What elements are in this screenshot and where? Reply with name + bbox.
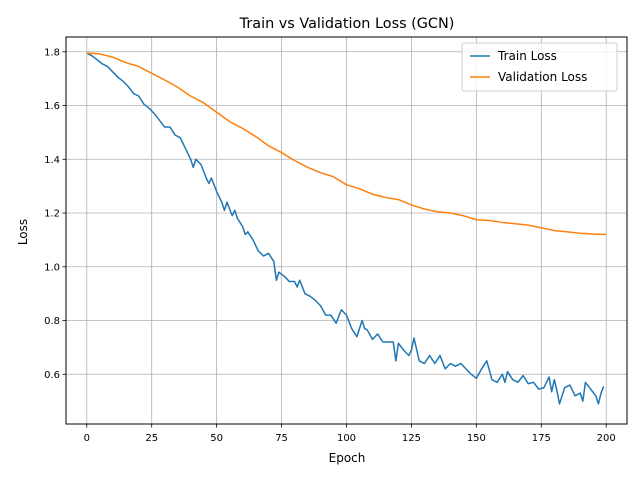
x-tick-label: 50 — [210, 433, 223, 444]
legend-label: Validation Loss — [498, 70, 587, 84]
grid — [66, 37, 627, 424]
x-tick-label: 200 — [597, 433, 616, 444]
y-tick-label: 1.8 — [44, 47, 60, 58]
x-tick-label: 100 — [337, 433, 356, 444]
x-tick-label: 0 — [84, 433, 90, 444]
y-tick-label: 1.4 — [44, 155, 60, 166]
y-tick-label: 1.2 — [44, 209, 60, 220]
series-lines — [86, 52, 607, 405]
chart-title: Train vs Validation Loss (GCN) — [239, 16, 455, 32]
y-axis-label: Loss — [16, 219, 30, 245]
x-tick-label: 150 — [467, 433, 486, 444]
x-tick-label: 125 — [402, 433, 421, 444]
y-tick-label: 0.8 — [44, 316, 60, 327]
y-tick-label: 0.6 — [44, 370, 60, 381]
legend-box — [461, 42, 618, 92]
x-tick-label: 75 — [275, 433, 288, 444]
series-line-0 — [86, 52, 605, 405]
x-axis-label: Epoch — [329, 451, 366, 465]
series-line-1 — [86, 52, 607, 236]
legend-label: Train Loss — [497, 49, 557, 63]
y-tick-label: 1.6 — [44, 101, 60, 112]
x-axis-ticks: 0 25 50 75 100 125 150 175 200 — [84, 424, 616, 444]
x-tick-label: 175 — [532, 433, 551, 444]
y-tick-label: 1.0 — [44, 262, 60, 273]
x-tick-label: 25 — [145, 433, 158, 444]
y-axis-ticks: 0.6 0.8 1.0 1.2 1.4 1.6 1.8 — [44, 47, 66, 381]
legend: Train Loss Validation Loss — [461, 42, 618, 92]
